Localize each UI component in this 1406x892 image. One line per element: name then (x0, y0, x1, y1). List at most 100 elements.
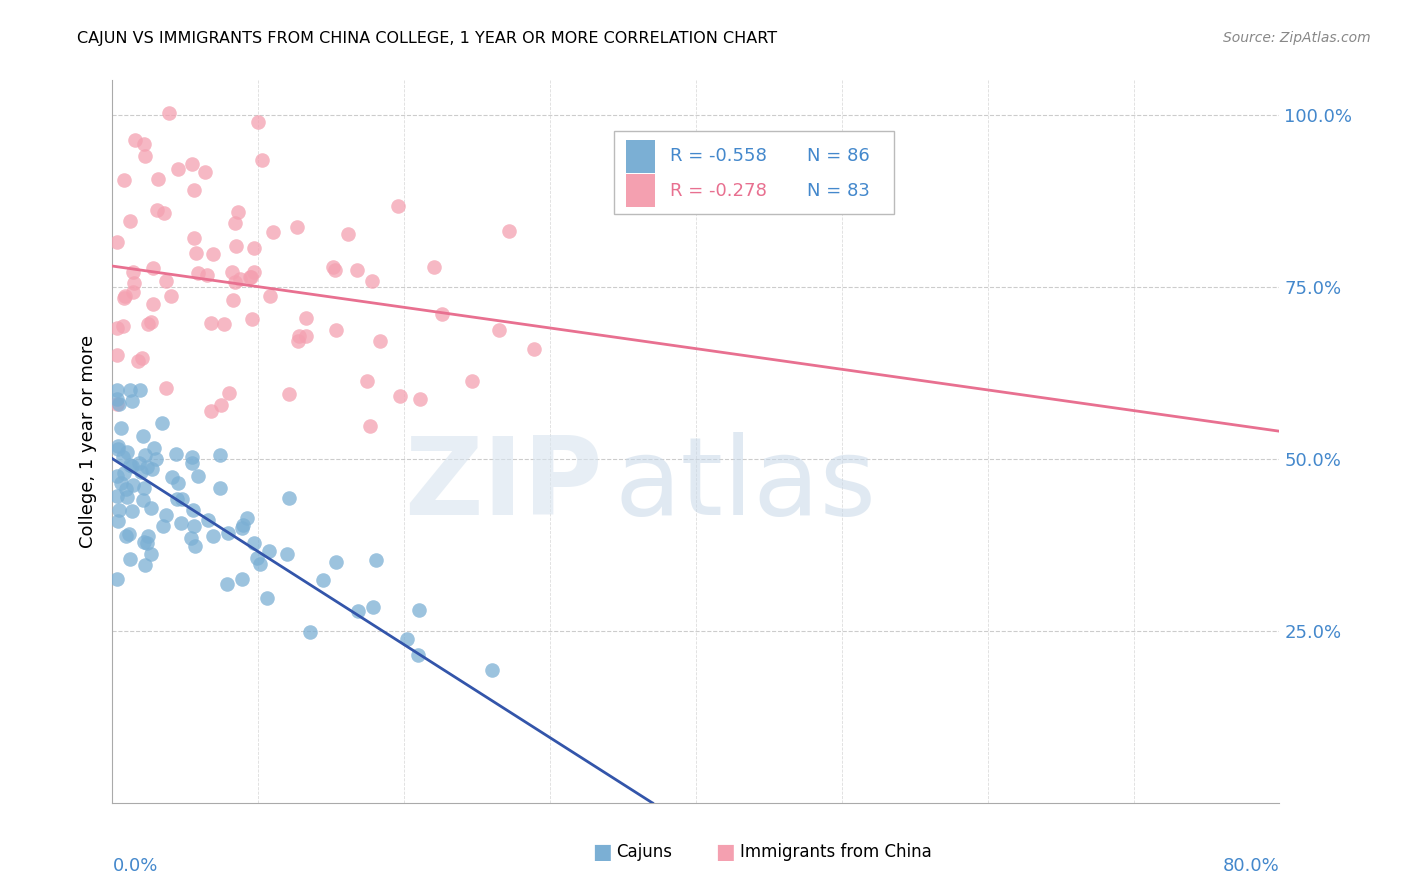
Point (183, 184, 205, 198)
Point (200, 316, 222, 330)
Point (150, 416, 173, 430)
Point (243, 265, 266, 279)
Text: Source: ZipAtlas.com: Source: ZipAtlas.com (1223, 31, 1371, 45)
Point (180, 531, 202, 545)
Point (640, 190, 662, 204)
Point (243, 535, 266, 549)
Point (276, 547, 298, 561)
Point (256, 591, 278, 605)
Point (166, 492, 188, 507)
Point (323, 262, 346, 277)
Point (209, 448, 232, 462)
Point (135, 459, 157, 474)
Point (181, 502, 204, 516)
Point (120, 383, 142, 397)
Point (249, 557, 271, 571)
Point (181, 450, 204, 464)
Point (197, 268, 219, 283)
Point (325, 555, 347, 569)
Point (224, 216, 246, 230)
Point (257, 543, 280, 558)
Point (107, 439, 129, 453)
Point (166, 162, 188, 177)
Point (112, 466, 135, 480)
Point (112, 450, 135, 464)
Point (129, 383, 152, 397)
Point (155, 382, 177, 396)
Point (118, 458, 141, 473)
Point (250, 153, 273, 168)
Point (170, 491, 193, 506)
Point (134, 449, 156, 463)
Point (105, 469, 128, 483)
Point (105, 348, 128, 362)
Point (111, 319, 134, 334)
Point (105, 383, 128, 397)
Point (146, 202, 169, 217)
Point (141, 548, 163, 562)
Point (110, 421, 132, 435)
Point (134, 534, 156, 549)
Point (145, 451, 167, 466)
Point (364, 552, 387, 566)
Point (183, 230, 205, 244)
Point (142, 441, 165, 455)
Point (110, 476, 132, 491)
Point (298, 624, 321, 639)
Point (105, 392, 128, 406)
Point (187, 266, 209, 280)
Point (396, 632, 419, 647)
Point (122, 265, 145, 279)
Point (218, 386, 240, 401)
Point (217, 525, 239, 540)
Point (136, 528, 159, 542)
Point (155, 274, 177, 288)
Point (242, 241, 264, 255)
Point (141, 461, 163, 475)
Point (152, 518, 174, 533)
Text: N = 86: N = 86 (807, 147, 869, 165)
Point (181, 456, 204, 470)
Text: N = 83: N = 83 (807, 182, 870, 200)
Point (112, 291, 135, 305)
Point (139, 500, 162, 515)
Point (155, 508, 177, 522)
Point (346, 263, 368, 277)
Point (202, 529, 225, 543)
Point (295, 329, 318, 343)
Point (460, 374, 482, 388)
Point (246, 115, 269, 129)
Text: ■: ■ (592, 842, 612, 862)
Point (278, 387, 301, 401)
Point (523, 342, 546, 356)
Point (356, 375, 378, 389)
Point (134, 481, 156, 495)
Point (108, 503, 131, 517)
Point (406, 648, 429, 662)
Point (121, 394, 143, 409)
Point (422, 260, 444, 274)
Point (153, 205, 176, 219)
Point (114, 482, 136, 496)
Point (240, 312, 263, 326)
Point (105, 572, 128, 586)
Point (236, 511, 259, 525)
Text: Immigrants from China: Immigrants from China (740, 843, 931, 861)
Text: ZIP: ZIP (404, 432, 603, 538)
Point (232, 518, 254, 533)
Point (361, 274, 384, 288)
Point (105, 397, 128, 411)
Text: atlas: atlas (614, 432, 876, 538)
FancyBboxPatch shape (626, 140, 655, 173)
Point (131, 493, 153, 508)
Point (170, 516, 193, 531)
Point (187, 469, 209, 483)
Point (132, 429, 155, 443)
Point (120, 214, 142, 228)
Point (409, 392, 432, 406)
Point (285, 220, 308, 235)
Point (212, 317, 235, 331)
Text: R = -0.278: R = -0.278 (671, 182, 768, 200)
Point (287, 334, 309, 348)
Point (138, 318, 160, 332)
